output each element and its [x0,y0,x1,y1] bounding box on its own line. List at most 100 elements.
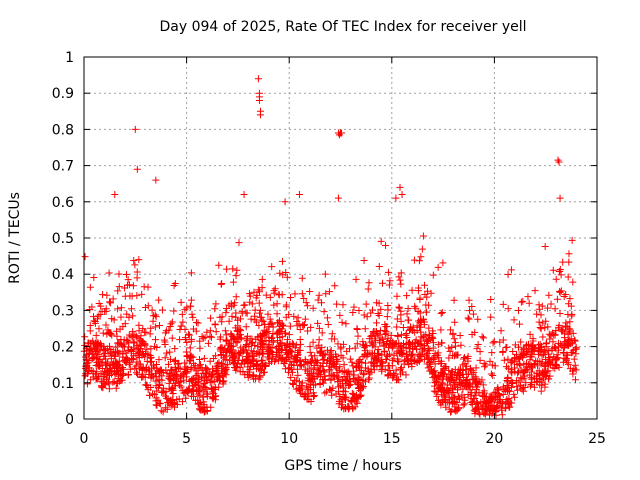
data-point [410,256,418,264]
data-point [456,365,464,373]
data-point [486,357,494,365]
data-point [128,345,136,353]
data-point [492,411,500,419]
data-point [438,308,446,316]
data-point [314,319,322,327]
data-point [147,324,155,332]
data-point [340,367,348,375]
data-point [231,350,239,358]
data-point [196,344,204,352]
data-point [327,375,335,383]
data-point [309,338,317,346]
data-point [554,343,562,351]
data-point [499,347,507,355]
data-point [138,366,146,374]
data-point [133,341,141,349]
data-point [221,327,229,335]
data-point [459,379,467,387]
data-point [91,319,99,327]
data-point [220,354,228,362]
data-point [126,359,134,367]
data-point [564,336,572,344]
y-tick-label: 0.2 [52,340,74,356]
data-point [275,326,283,334]
data-point [248,338,256,346]
data-point [125,313,133,321]
x-tick-label: 25 [588,431,606,447]
data-point [273,300,281,308]
data-point [463,383,471,391]
data-point [137,345,145,353]
data-point [327,386,335,394]
data-point [315,291,323,299]
data-point [377,305,385,313]
data-point [246,353,254,361]
data-point [132,332,140,340]
data-point [282,303,290,311]
data-point [562,319,570,327]
data-point [86,347,94,355]
data-point [389,374,397,382]
data-points [80,75,580,419]
data-point [175,364,183,372]
data-point [513,382,521,390]
data-point [415,357,423,365]
data-point [149,361,157,369]
data-point [243,309,251,317]
data-point [144,302,152,310]
data-point [296,382,304,390]
data-point [142,381,150,389]
data-point [564,273,572,281]
data-point [465,315,473,323]
data-point [241,358,249,366]
data-point [283,273,291,281]
data-point [445,354,453,362]
data-point [320,308,328,316]
data-point [269,323,277,331]
data-point [222,365,230,373]
data-point [103,330,111,338]
data-point [107,349,115,357]
data-point [499,400,507,408]
data-point [526,356,534,364]
data-point [210,355,218,363]
data-point [179,318,187,326]
data-point [402,330,410,338]
data-point [115,283,123,291]
data-point [541,368,549,376]
data-point [159,408,167,416]
data-point [185,330,193,338]
data-point [185,357,193,365]
data-point [260,368,268,376]
data-point [379,362,387,370]
data-point [111,191,119,199]
data-point [196,356,204,364]
data-point [425,324,433,332]
data-point [429,271,437,279]
data-point [537,387,545,395]
data-point [502,343,510,351]
data-point [345,345,353,353]
data-point [138,373,146,381]
data-point [544,323,552,331]
data-point [370,360,378,368]
data-point [455,369,463,377]
data-point [395,376,403,384]
data-point [212,328,220,336]
data-point [250,352,258,360]
data-point [349,405,357,413]
data-point [135,256,143,264]
data-point [569,329,577,337]
data-point [171,382,179,390]
data-point [176,365,184,373]
data-point [295,347,303,355]
data-point [442,362,450,370]
data-point [255,375,263,383]
data-point [378,358,386,366]
data-point [302,299,310,307]
data-point [547,300,555,308]
data-point [367,338,375,346]
data-point [131,364,139,372]
data-point [252,294,260,302]
data-point [352,275,360,283]
